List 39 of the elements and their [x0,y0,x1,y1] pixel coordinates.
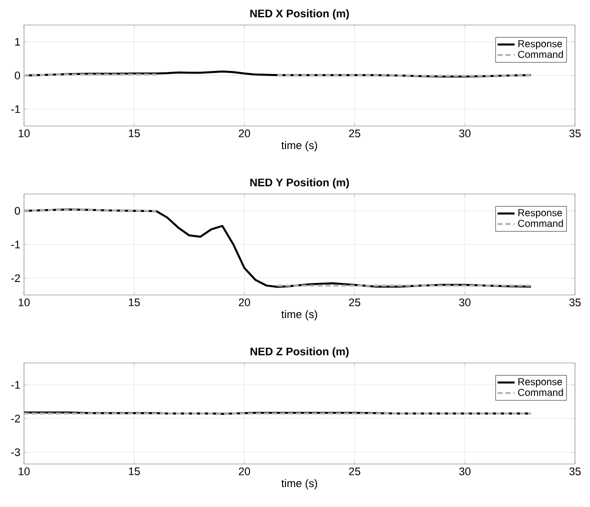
x-tick-label: 35 [569,130,581,138]
x-tick-label: 20 [238,468,250,476]
x-tick-label: 10 [18,130,30,138]
legend-label: Command [518,50,563,58]
x-tick-label: 10 [18,468,30,476]
y-tick-label: -1 [11,240,20,248]
y-tick-label: 1 [15,38,20,46]
x-tick-label: 35 [569,298,581,306]
x-tick-label: 15 [128,298,140,306]
legend-label: Response [518,378,562,388]
y-tick-label: -1 [11,105,20,113]
legend-label: Command [518,220,563,227]
x-tick-label: 25 [349,298,360,306]
y-tick-label: -3 [11,448,20,456]
x-tick-label: 30 [459,298,470,306]
y-tick-label: -2 [11,414,20,422]
x-tick-label: 30 [459,130,470,138]
legend-label: Response [518,209,562,218]
y-tick-label: -2 [11,274,20,282]
legend-label: Response [518,40,562,50]
y-tick-label: -1 [11,381,20,389]
x-tick-label: 30 [459,468,470,476]
legend-label: Command [518,388,563,396]
y-tick-label: 0 [14,206,20,215]
x-axis-title: time (s) [281,310,318,320]
x-tick-label: 20 [238,298,250,306]
x-axis-title: time (s) [281,479,318,490]
x-tick-label: 25 [349,130,360,138]
x-tick-label: 10 [18,298,30,306]
chart-title: NED X Position (m) [250,9,349,20]
chart-title: NED Y Position (m) [250,178,349,188]
x-tick-label: 35 [569,468,581,476]
y-tick-label: 0 [14,72,20,80]
x-tick-label: 25 [349,468,360,476]
chart-title: NED Z Position (m) [250,347,349,358]
x-axis-title: time (s) [281,141,318,152]
x-tick-label: 15 [128,468,140,476]
x-tick-label: 15 [128,130,140,138]
x-tick-label: 20 [238,130,250,138]
